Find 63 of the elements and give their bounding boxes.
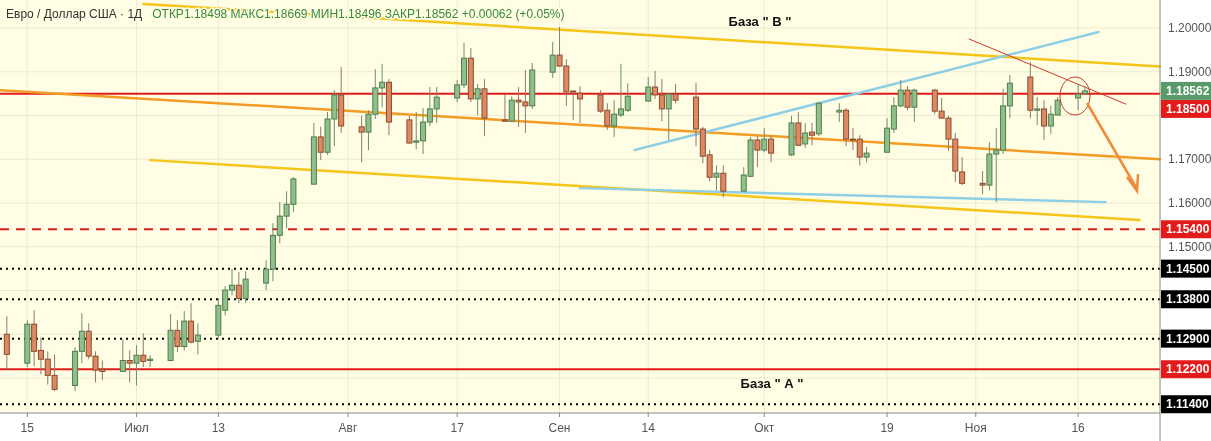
candlestick [672,83,679,104]
annotation: База " В " [728,14,792,29]
candlestick [768,134,775,163]
x-tick-label: Июл [124,421,149,435]
candlestick [501,94,508,122]
candlestick [140,332,147,368]
ref-line-label: 1.13800 [1166,292,1210,307]
ref-line-label: 1.15400 [1166,222,1210,237]
candlestick [836,102,843,123]
candlestick [406,115,413,144]
candlestick [119,339,126,372]
candlestick [147,354,154,368]
candlestick [754,135,761,168]
text: Евро / Доллар США · 1Д [6,7,143,21]
ref-line-label: 1.11400 [1166,397,1210,412]
candlestick [194,322,201,355]
candlestick [242,270,249,304]
candlestick [549,41,556,79]
x-tick-label: Окт [754,421,775,435]
candlestick [979,170,986,195]
candlestick [1034,96,1041,126]
ref-line-label: 1.14500 [1166,261,1210,276]
candlestick [1041,99,1047,141]
candlestick [133,344,140,386]
x-tick-label: 14 [641,421,656,435]
candlestick [188,302,195,344]
x-tick-label: 19 [880,421,895,435]
candlestick [3,315,10,371]
y-tick-label: 1.15000 [1168,239,1211,254]
y-tick-label: 1.17000 [1168,152,1211,167]
y-tick-label: 1.19000 [1168,64,1211,79]
candlestick [795,111,802,147]
ref-line-label: 1.12200 [1166,362,1210,377]
candlestick [665,93,672,141]
candlestick [720,164,727,198]
x-tick-label: 16 [1071,421,1086,435]
x-tick-label: Авг [338,421,358,435]
x-tick-label: 13 [211,421,226,435]
candlestick [317,126,324,161]
ref-line-label: 1.12900 [1166,331,1210,346]
candlestick [174,319,181,353]
candlestick [508,95,515,123]
candlestick [713,164,720,191]
x-tick-label: 17 [450,421,465,435]
candlestick [235,271,242,304]
x-tick-label: Ноя [964,421,987,435]
y-tick-label: 1.20000 [1168,21,1211,35]
candlestick [358,115,365,163]
candlestick [474,83,481,116]
ref-line-label: 1.18500 [1166,101,1210,116]
y-tick-label: 1.16000 [1168,196,1211,210]
x-tick-label: 15 [20,421,35,435]
annotation: База " А " [740,376,804,391]
text: 1.18562 [1166,83,1210,98]
candlestick [126,349,133,383]
candlestick [911,88,918,123]
candlestick [802,122,809,149]
candlestick [809,122,815,146]
candlestick [904,85,911,111]
candlestick [645,76,652,103]
candlestick [761,127,768,153]
candlestick [577,85,583,124]
x-tick-label: Сен [548,421,571,435]
